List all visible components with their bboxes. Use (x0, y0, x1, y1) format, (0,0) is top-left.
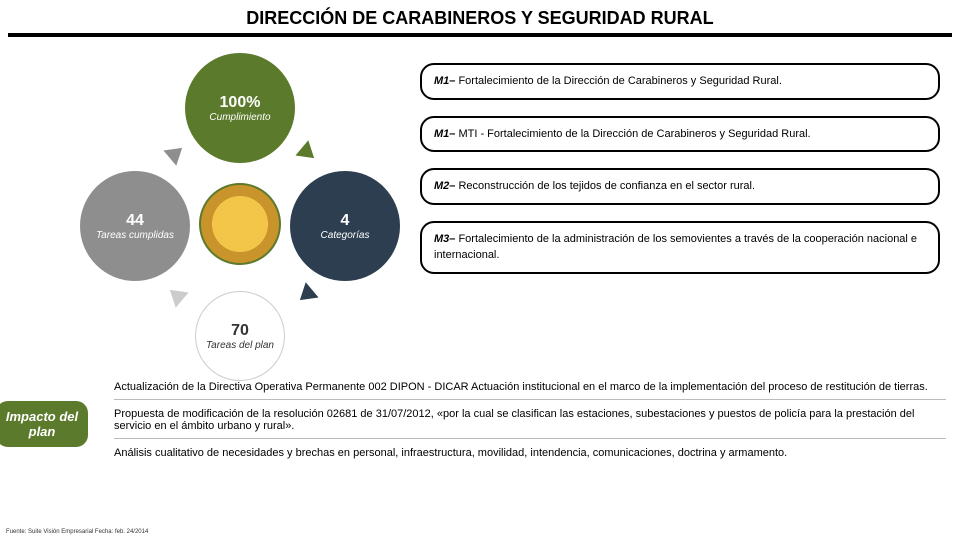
impact-row: Análisis cualitativo de necesidades y br… (114, 447, 946, 465)
cycle-diagram: 100% Cumplimiento 44 Tareas cumplidas 4 … (0, 43, 420, 373)
impact-section: Impacto del plan Actualización de la Dir… (0, 381, 960, 465)
circle-cumplimiento: 100% Cumplimiento (185, 53, 295, 163)
m-box-label: M1– (434, 75, 455, 87)
m-box-label: M3– (434, 233, 455, 245)
m-box: M1– Fortalecimiento de la Dirección de C… (420, 63, 940, 100)
source-note: Fuente: Suite Visión Empresarial Fecha: … (6, 529, 148, 536)
circle-categorias: 4 Categorías (290, 171, 400, 281)
circle-bottom-label: Tareas del plan (206, 340, 274, 351)
circle-top-label: Cumplimiento (209, 112, 270, 123)
m-box-list: M1– Fortalecimiento de la Dirección de C… (420, 43, 960, 373)
police-seal-icon (199, 183, 281, 265)
circle-bottom-value: 70 (231, 322, 249, 340)
m-box: M3– Fortalecimiento de la administración… (420, 221, 940, 274)
m-box-text: Fortalecimiento de la Dirección de Carab… (455, 75, 782, 87)
page-title: DIRECCIÓN DE CARABINEROS Y SEGURIDAD RUR… (0, 0, 960, 33)
title-divider (8, 33, 952, 37)
arrow-icon (293, 282, 318, 308)
impact-text: Análisis cualitativo de necesidades y br… (114, 447, 787, 459)
impact-text: Propuesta de modificación de la resoluci… (114, 408, 946, 432)
circle-left-value: 44 (126, 212, 144, 230)
impact-badge: Impacto del plan (0, 401, 88, 447)
circle-left-label: Tareas cumplidas (96, 230, 174, 241)
arrow-icon (163, 140, 188, 166)
m-box-label: M2– (434, 180, 455, 192)
m-box-text: Reconstrucción de los tejidos de confian… (455, 180, 755, 192)
m-box: M1– MTI - Fortalecimiento de la Direcció… (420, 116, 940, 153)
m-box-text: Fortalecimiento de la administración de … (434, 233, 917, 262)
impact-row: Propuesta de modificación de la resoluci… (114, 408, 946, 439)
impact-row: Actualización de la Directiva Operativa … (114, 381, 946, 400)
upper-section: 100% Cumplimiento 44 Tareas cumplidas 4 … (0, 43, 960, 373)
arrow-icon (295, 140, 320, 166)
circle-right-label: Categorías (321, 230, 370, 241)
circle-tareas-cumplidas: 44 Tareas cumplidas (80, 171, 190, 281)
m-box-label: M1– (434, 128, 455, 140)
circle-tareas-plan: 70 Tareas del plan (195, 291, 285, 381)
circle-top-value: 100% (220, 94, 261, 112)
circle-right-value: 4 (341, 212, 350, 230)
impact-text: Actualización de la Directiva Operativa … (114, 381, 928, 393)
m-box: M2– Reconstrucción de los tejidos de con… (420, 168, 940, 205)
arrow-icon (163, 282, 188, 308)
m-box-text: MTI - Fortalecimiento de la Dirección de… (455, 128, 810, 140)
